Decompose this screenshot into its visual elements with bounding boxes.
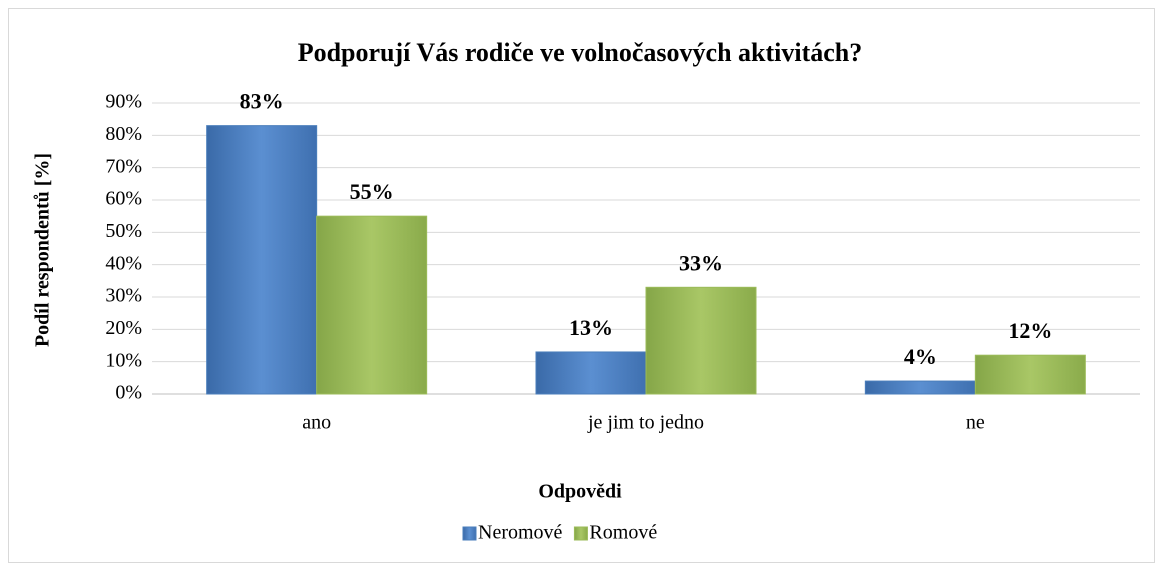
data-label: 13% xyxy=(569,315,613,340)
bar xyxy=(864,380,976,395)
data-label: 33% xyxy=(679,250,723,275)
bar xyxy=(645,286,757,395)
bar xyxy=(316,215,428,395)
legend-swatch xyxy=(462,526,477,541)
bar xyxy=(206,125,318,395)
y-tick-label: 30% xyxy=(105,285,142,307)
y-tick-label: 60% xyxy=(105,188,142,210)
y-tick-label: 40% xyxy=(105,252,142,274)
legend-swatch xyxy=(573,526,588,541)
chart-title: Podporují Vás rodiče ve volnočasových ak… xyxy=(298,38,863,67)
y-tick-label: 50% xyxy=(105,220,142,242)
chart-border xyxy=(8,8,1155,563)
x-tick-label: ne xyxy=(966,412,985,434)
x-axis-label: Odpovědi xyxy=(538,481,622,503)
y-tick-label: 10% xyxy=(105,349,142,371)
y-tick-label: 80% xyxy=(105,123,142,145)
bar xyxy=(974,354,1086,395)
data-label: 55% xyxy=(350,179,394,204)
x-tick-label: je jim to jedno xyxy=(587,412,704,434)
y-tick-label: 90% xyxy=(105,91,142,113)
data-label: 4% xyxy=(904,344,937,369)
y-axis-label: Podíl respondentů [%] xyxy=(32,153,54,347)
y-tick-label: 0% xyxy=(115,382,142,404)
legend-label: Romové xyxy=(589,522,657,544)
y-tick-label: 70% xyxy=(105,155,142,177)
y-tick-label: 20% xyxy=(105,317,142,339)
x-tick-label: ano xyxy=(302,412,331,434)
data-label: 83% xyxy=(240,89,284,114)
data-label: 12% xyxy=(1008,318,1052,343)
legend-label: Neromové xyxy=(478,522,563,544)
bar xyxy=(535,351,647,395)
